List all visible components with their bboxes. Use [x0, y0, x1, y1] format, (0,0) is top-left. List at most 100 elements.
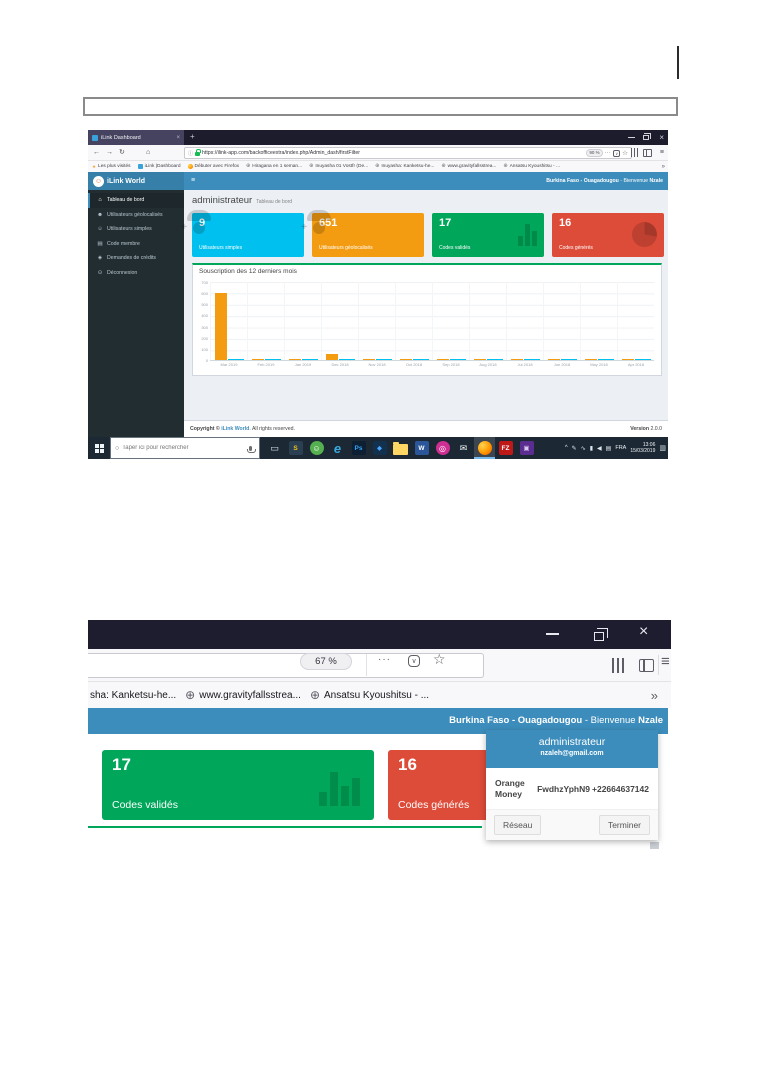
file-explorer-icon[interactable] — [390, 437, 411, 459]
sidebar-item-tableau-de-bord[interactable]: ⌂ Tableau de bord — [88, 193, 184, 208]
browser-toolbar: ← → ↻ ⌂ ⓘ https://ilink-app.com/backoffi… — [88, 145, 668, 161]
reload-button[interactable]: ↻ — [119, 149, 125, 156]
start-button[interactable] — [88, 437, 110, 459]
photoshop-icon[interactable]: Ps — [348, 437, 369, 459]
site-info-icon[interactable]: ⓘ — [188, 150, 194, 157]
stat-card-codes-generes[interactable]: 16 Codes générés — [552, 213, 664, 257]
bookmarks-overflow-chevron[interactable]: » — [650, 687, 658, 703]
pocket-icon[interactable] — [408, 655, 420, 667]
sidebar-item-demandes-de-credits[interactable]: ◈ Demandes de crédits — [88, 251, 184, 266]
minimize-button[interactable] — [546, 633, 559, 635]
scrollbar-fragment[interactable] — [650, 842, 659, 849]
bookmark-item[interactable]: ⊕ Ansatsu Kyoushitsu - ... — [503, 164, 560, 170]
word-icon[interactable]: W — [411, 437, 432, 459]
globe-icon: ⊕ — [309, 688, 320, 702]
back-button[interactable]: ← — [93, 149, 100, 156]
header-welcome-text[interactable]: Burkina Faso - Ouagadougou - Bienvenue N… — [449, 715, 663, 726]
bookmark-item[interactable]: ⊕ Inuyasha: Kanketsu-he... — [375, 164, 434, 170]
url-text[interactable]: https://ilink-app.com/backofficeextra/in… — [202, 150, 360, 156]
photos-app-icon[interactable]: ◆ — [369, 437, 390, 459]
filezilla-icon[interactable]: FZ — [495, 437, 516, 459]
copyright-link[interactable]: iLink World — [221, 426, 250, 432]
tab-close-icon[interactable]: × — [176, 134, 180, 141]
welcome-greeting: - Bienvenue — [582, 715, 639, 726]
menu-button[interactable]: ≡ — [661, 653, 670, 670]
green-app-icon[interactable]: ☺ — [306, 437, 327, 459]
edge-icon[interactable]: e — [327, 437, 348, 459]
bookmark-item[interactable]: ⊕ www.gravityfallsstrea... — [441, 164, 496, 170]
terminer-button[interactable]: Terminer — [598, 815, 650, 835]
bookmark-star-icon[interactable]: ☆ — [433, 651, 446, 667]
microphone-icon[interactable] — [247, 445, 256, 453]
action-center-icon[interactable]: ▥ — [659, 445, 666, 452]
store-icon[interactable]: S — [285, 437, 306, 459]
sidebar-item-utilisateurs-geolocalises[interactable]: ☻ Utilisateurs géolocalisés — [88, 208, 184, 223]
sidebar-toggle-icon[interactable] — [643, 149, 652, 157]
stat-card-codes-valides[interactable]: 17 Codes validés — [432, 213, 544, 257]
network-icon[interactable]: ∿ — [580, 445, 586, 452]
pocket-icon[interactable] — [613, 149, 621, 157]
keyboard-icon[interactable]: ▤ — [605, 445, 612, 452]
bookmark-item[interactable]: sha: Kanketsu-he... — [90, 690, 176, 701]
sidebar-toggle-icon[interactable] — [639, 659, 654, 672]
bookmark-star-icon[interactable]: ☆ — [622, 150, 628, 157]
chart-columns: Mar 2019 Feb 2019 Jan 2019 Dec 2018 Nov 2018… — [210, 282, 654, 367]
zoom-level-badge[interactable]: 90 % — [586, 149, 603, 157]
minimize-button[interactable] — [628, 137, 635, 138]
forward-button[interactable]: → — [106, 149, 113, 156]
empty-text-box[interactable] — [83, 97, 678, 116]
home-button[interactable]: ⌂ — [146, 149, 151, 156]
restore-button[interactable] — [594, 628, 608, 641]
library-icon[interactable] — [612, 658, 626, 673]
bookmark-item[interactable]: ⊕ Inuyasha 01 Vostfr (De... — [309, 164, 368, 170]
volume-icon[interactable]: ◀ — [597, 445, 602, 452]
restore-button[interactable] — [643, 133, 651, 140]
chart-bars — [211, 282, 247, 360]
page-actions-icon[interactable]: ··· — [378, 654, 391, 665]
sidebar-item-deconnexion[interactable]: ⊙ Déconnexion — [88, 266, 184, 281]
chart-bars — [581, 282, 617, 360]
close-button[interactable]: × — [639, 623, 649, 640]
sidebar-collapse-icon[interactable]: ≡ — [191, 177, 196, 184]
battery-icon[interactable]: ▮ — [589, 445, 594, 452]
bookmark-item[interactable]: ★ Les plus visités — [92, 164, 131, 169]
bookmark-item[interactable]: iLink |Dashboard — [137, 164, 181, 169]
reseau-button[interactable]: Réseau — [494, 815, 542, 835]
instagram-icon[interactable]: ◎ — [432, 437, 453, 459]
firefox-favicon-icon — [187, 164, 193, 169]
sidebar-item-utilisateurs-simples[interactable]: ☺ Utilisateurs simples — [88, 222, 184, 237]
hidden-icons-chevron-icon[interactable]: ^ — [564, 445, 568, 451]
search-input[interactable] — [122, 445, 246, 451]
taskbar-clock[interactable]: 13:06 15/03/2019 — [630, 442, 655, 454]
pen-icon[interactable]: ✎ — [571, 445, 577, 452]
url-bar[interactable] — [88, 653, 484, 678]
close-button[interactable]: × — [659, 133, 664, 142]
language-indicator[interactable]: FRA — [615, 445, 627, 451]
bookmark-item[interactable]: ⊕ Hiragana en 1 seman... — [246, 164, 302, 170]
header-welcome-text[interactable]: Burkina Faso - Ouagadougou - Bienvenue N… — [546, 178, 663, 184]
library-icon[interactable] — [631, 148, 640, 157]
menu-button[interactable]: ≡ — [659, 149, 664, 156]
task-view-icon[interactable]: ▭ — [264, 437, 285, 459]
taskbar-search[interactable]: ○ — [110, 437, 260, 459]
stat-value: 17 — [439, 217, 452, 229]
url-bar[interactable]: ⓘ https://ilink-app.com/backofficeextra/… — [184, 147, 632, 159]
stat-card-codes-valides[interactable]: 17 Codes validés — [102, 750, 374, 820]
firefox-icon[interactable] — [474, 437, 495, 459]
bookmark-item[interactable]: Débuter avec Firefox — [187, 164, 239, 169]
page-actions-icon[interactable]: ··· — [604, 150, 612, 156]
app-brand[interactable]: iLink World — [88, 172, 184, 190]
bookmark-item[interactable]: ⊕ www.gravityfallsstrea... — [185, 688, 301, 702]
chart-column: Dec 2018 — [321, 282, 358, 367]
browser-tab[interactable]: iLink Dashboard × — [88, 130, 184, 145]
stat-card-utilisateurs-simples[interactable]: 9 Utilisateurs simples — [192, 213, 304, 257]
purple-app-icon[interactable]: ▣ — [516, 437, 537, 459]
bookmarks-overflow-chevron[interactable]: » — [661, 163, 665, 170]
bookmark-item[interactable]: ⊕ Ansatsu Kyoushitsu - ... — [310, 688, 429, 702]
x-tick-label: Apr 2018 — [627, 362, 645, 367]
stat-card-utilisateurs-geolocalises[interactable]: 651 Utilisateurs géolocalisés — [312, 213, 424, 257]
new-tab-button[interactable]: + — [190, 132, 195, 141]
sidebar-item-code-membre[interactable]: ▤ Code membre — [88, 237, 184, 252]
zoom-level-badge[interactable]: 67 % — [300, 653, 352, 670]
mail-icon[interactable]: ✉ — [453, 437, 474, 459]
